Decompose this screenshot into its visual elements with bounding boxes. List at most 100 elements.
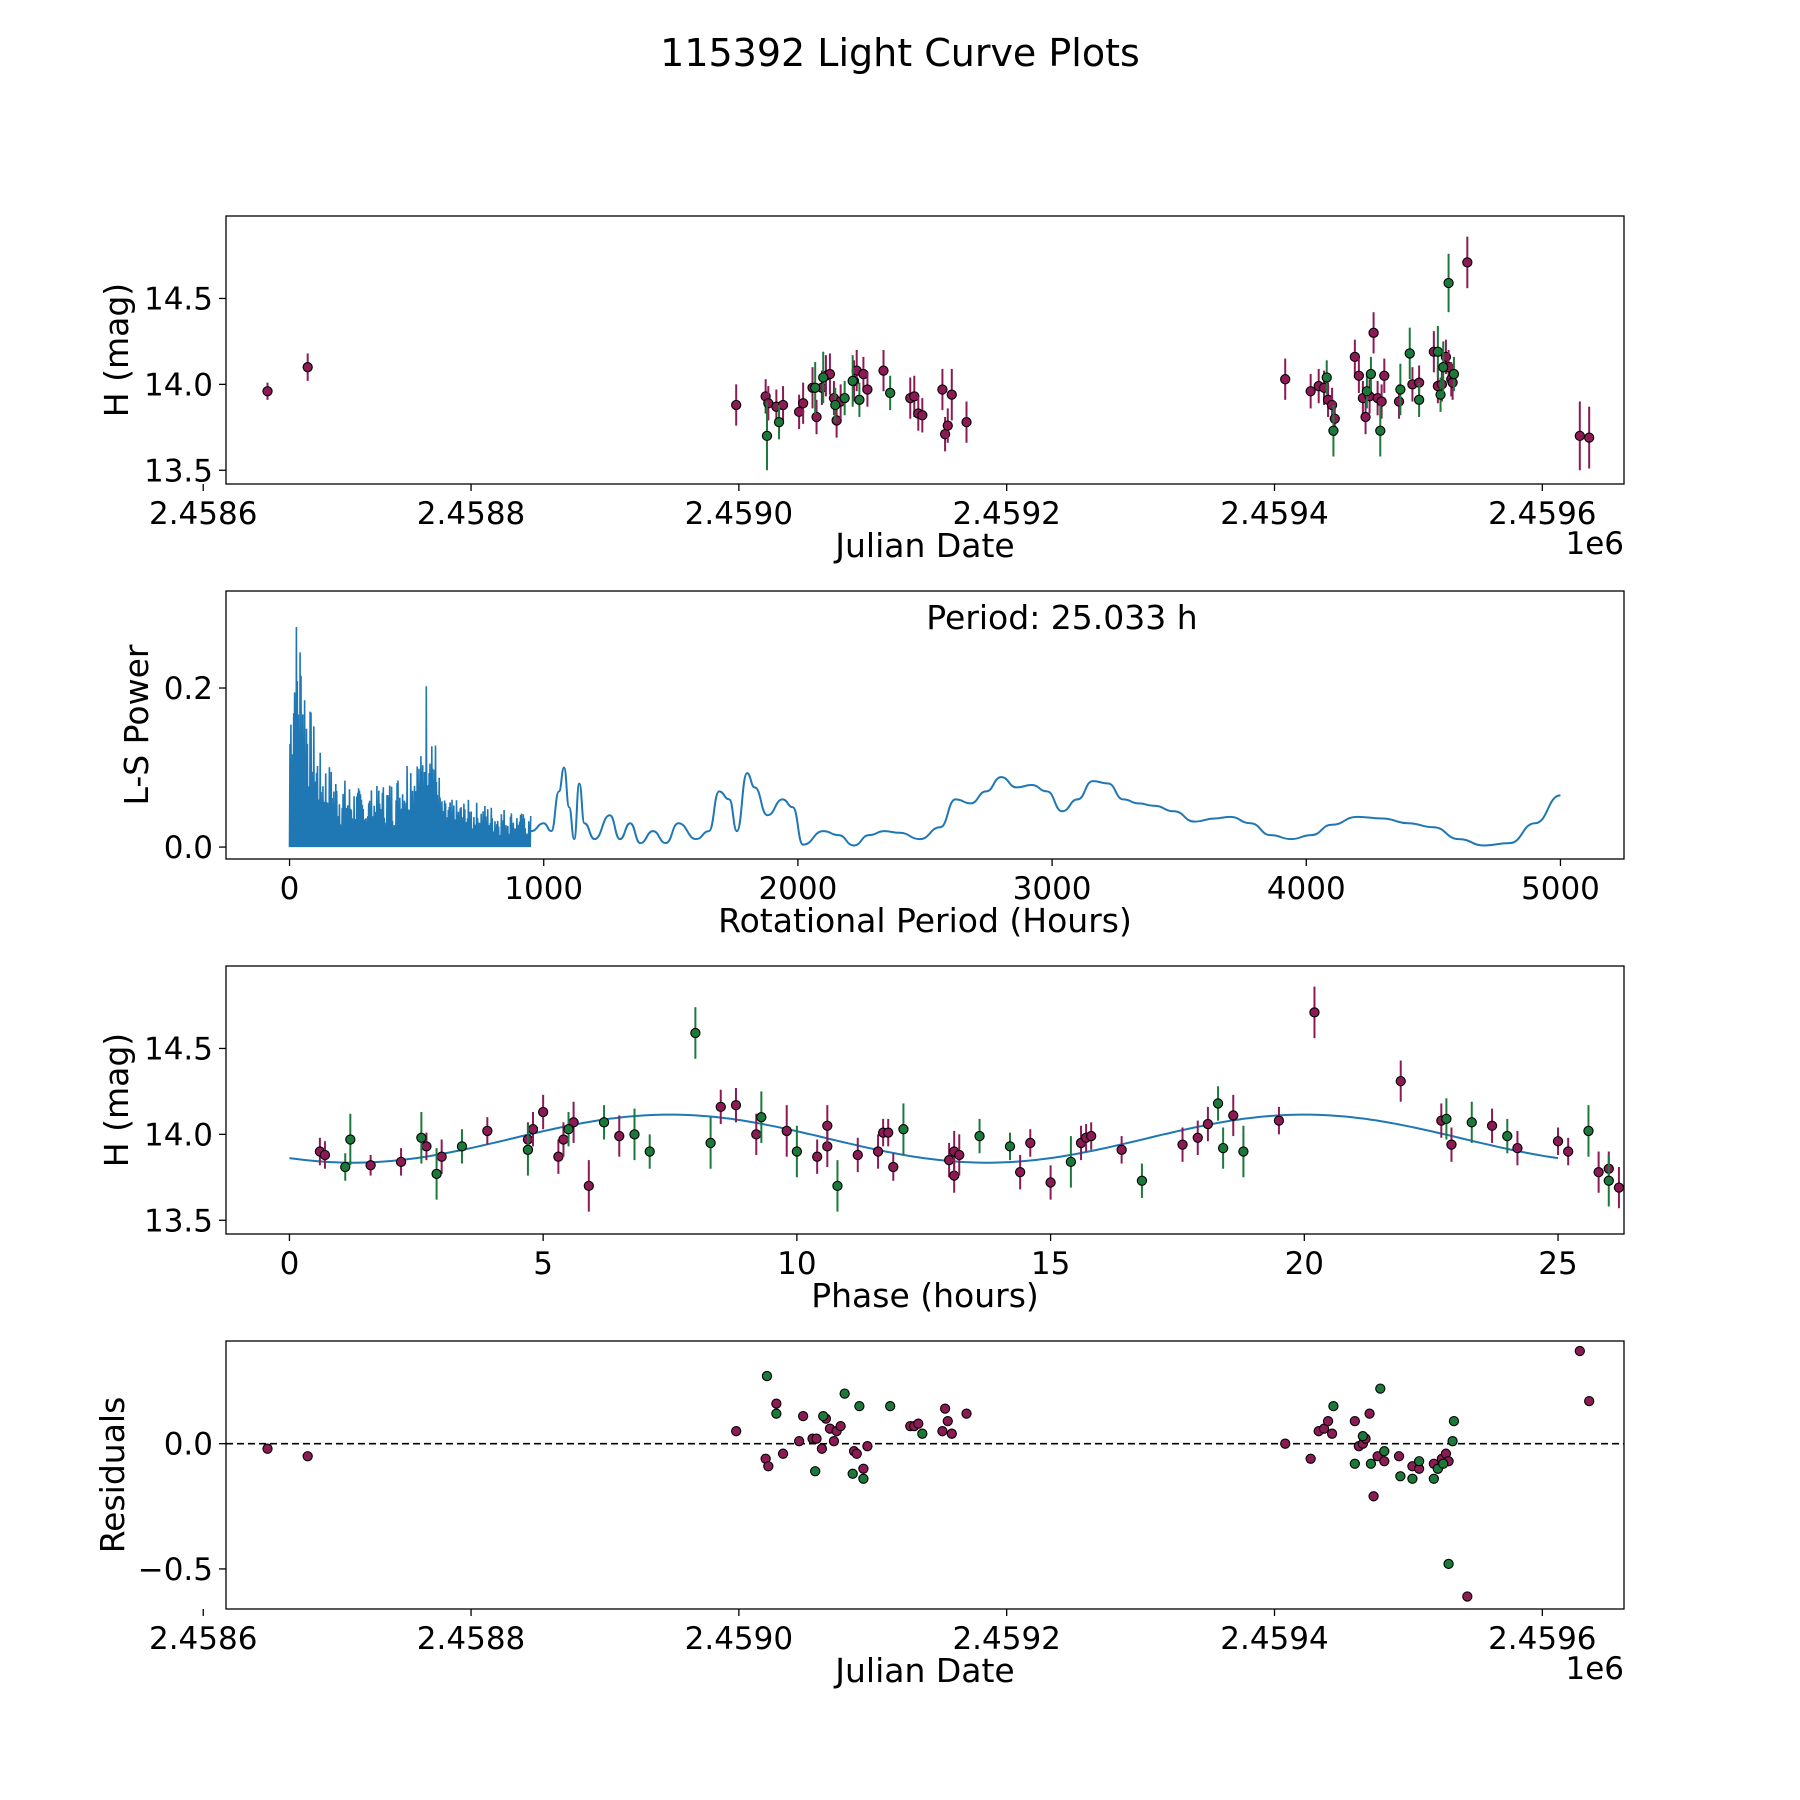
xtick-label: 2000 bbox=[758, 871, 837, 907]
ytick-label: 14.0 bbox=[144, 367, 213, 403]
filter_a-point bbox=[1486, 1120, 1498, 1131]
filter_a-point bbox=[731, 399, 742, 411]
periodogram-noise-line bbox=[288, 626, 532, 848]
filter_b-point bbox=[810, 1466, 821, 1477]
filter_a-point bbox=[1379, 1456, 1390, 1467]
filter_a-point bbox=[1322, 1415, 1334, 1427]
filter_a-point bbox=[1086, 1130, 1097, 1142]
filter_a-point bbox=[553, 1151, 564, 1162]
filter_b-point bbox=[832, 1180, 843, 1192]
xtick-label: 0 bbox=[280, 871, 300, 907]
filter_b-point bbox=[1404, 348, 1415, 359]
filter_b-point bbox=[345, 1134, 356, 1145]
lightcurve-ylabel: H (mag) bbox=[97, 283, 136, 417]
filter_a-point bbox=[436, 1151, 447, 1162]
filter_a-point bbox=[781, 1125, 792, 1137]
filter_a-point bbox=[1593, 1167, 1604, 1178]
filter_b-point bbox=[1432, 346, 1444, 357]
filter_b-point bbox=[1375, 425, 1386, 436]
filter_a-point bbox=[852, 1149, 863, 1161]
filter_b-point bbox=[854, 1400, 865, 1412]
filter_b-point bbox=[1438, 362, 1449, 373]
filter_a-point bbox=[1280, 374, 1291, 385]
xtick-label: 5000 bbox=[1521, 871, 1600, 907]
filter_b-point bbox=[690, 1027, 701, 1039]
phased-ticks: 0 5 10 15 20 25 13.5 14.0 14.5 bbox=[144, 1031, 1578, 1282]
xtick-label: 10 bbox=[777, 1246, 816, 1282]
filter_a-point bbox=[421, 1141, 432, 1152]
filter_b-point bbox=[1365, 368, 1377, 380]
filter_b-point bbox=[1407, 1473, 1418, 1484]
filter_a-point bbox=[946, 389, 957, 400]
xtick-label: 25 bbox=[1538, 1246, 1577, 1282]
residuals-ticks: 2.4586 2.4588 2.4590 2.4592 2.4594 2.4596 −0.5… bbox=[138, 1427, 1597, 1657]
filter_a-point bbox=[1447, 377, 1458, 388]
filter_a-point bbox=[1512, 1142, 1523, 1154]
figure-title: 115392 Light Curve Plots bbox=[660, 31, 1140, 75]
filter_a-point bbox=[1116, 1144, 1127, 1155]
filter_a-point bbox=[949, 1170, 960, 1181]
xtick-label: 5 bbox=[533, 1246, 553, 1282]
filter_b-point bbox=[1217, 1142, 1229, 1154]
filter_b-point bbox=[791, 1146, 803, 1157]
filter_b-point bbox=[1357, 1431, 1369, 1442]
filter_a-point bbox=[822, 1120, 833, 1131]
filter_a-point bbox=[1462, 257, 1473, 268]
filter_b-point bbox=[830, 399, 841, 411]
filter_a-point bbox=[954, 1149, 965, 1161]
xtick-label: 2.4588 bbox=[417, 496, 525, 532]
filter_a-point bbox=[812, 1151, 823, 1162]
ytick-label: −0.5 bbox=[138, 1552, 213, 1588]
filter_b-point bbox=[522, 1144, 534, 1155]
filter_a-point bbox=[1014, 1167, 1026, 1178]
ytick-label: 13.5 bbox=[144, 1203, 213, 1239]
filter_a-point bbox=[1329, 413, 1340, 424]
ytick-label: 0.0 bbox=[164, 830, 213, 866]
filter_a-point bbox=[913, 1418, 924, 1429]
filter_b-point bbox=[340, 1161, 351, 1173]
filter_a-point bbox=[872, 1146, 884, 1157]
filter_b-point bbox=[1502, 1130, 1513, 1142]
periodogram-xlabel: Rotational Period (Hours) bbox=[718, 901, 1132, 940]
filter_b-point bbox=[1466, 1117, 1477, 1128]
filter_b-point bbox=[563, 1124, 574, 1135]
filter_a-point bbox=[1364, 1408, 1375, 1419]
filter_a-point bbox=[858, 1463, 869, 1474]
residuals-marks bbox=[226, 1345, 1624, 1602]
filter_a-point bbox=[883, 1127, 894, 1138]
filter_b-point bbox=[1438, 1458, 1449, 1469]
ytick-label: 14.0 bbox=[144, 1117, 213, 1153]
phased-xlabel: Phase (hours) bbox=[811, 1276, 1039, 1315]
xtick-label: 0 bbox=[280, 1246, 300, 1282]
filter_a-point bbox=[946, 1428, 957, 1439]
filter_b-point bbox=[885, 1400, 896, 1412]
periodogram-ylabel: L-S Power bbox=[117, 644, 156, 805]
filter_b-point bbox=[1328, 1400, 1339, 1412]
filter_a-point bbox=[793, 1436, 805, 1447]
lightcurve-offset-text: 1e6 bbox=[1565, 526, 1624, 562]
residuals-axes-frame bbox=[225, 1340, 1625, 1610]
filter_b-point bbox=[917, 1428, 928, 1439]
ytick-label: 0.0 bbox=[164, 1427, 213, 1463]
filter_a-point bbox=[1574, 1345, 1585, 1357]
filter_a-point bbox=[942, 420, 953, 431]
xtick-label: 2.4594 bbox=[1220, 1621, 1328, 1657]
filter_a-point bbox=[1045, 1177, 1056, 1188]
xtick-label: 3000 bbox=[1013, 871, 1092, 907]
filter_a-point bbox=[1349, 351, 1360, 363]
filter_b-point bbox=[1441, 1113, 1452, 1125]
filter_a-point bbox=[1393, 1451, 1405, 1462]
filter_a-point bbox=[816, 1443, 828, 1454]
xtick-label: 2.4590 bbox=[685, 1621, 793, 1657]
filter_a-point bbox=[583, 1180, 594, 1192]
lightcurve-marks bbox=[262, 236, 1595, 471]
filter_a-point bbox=[878, 365, 889, 376]
phased-ylabel: H (mag) bbox=[97, 1033, 136, 1167]
filter_a-point bbox=[835, 1421, 846, 1432]
filter_a-point bbox=[1326, 1428, 1338, 1439]
filter_b-point bbox=[1428, 1473, 1440, 1484]
filter_a-point bbox=[1372, 1451, 1383, 1462]
filter_a-point bbox=[1305, 386, 1316, 397]
xtick-label: 2.4592 bbox=[952, 1621, 1060, 1657]
